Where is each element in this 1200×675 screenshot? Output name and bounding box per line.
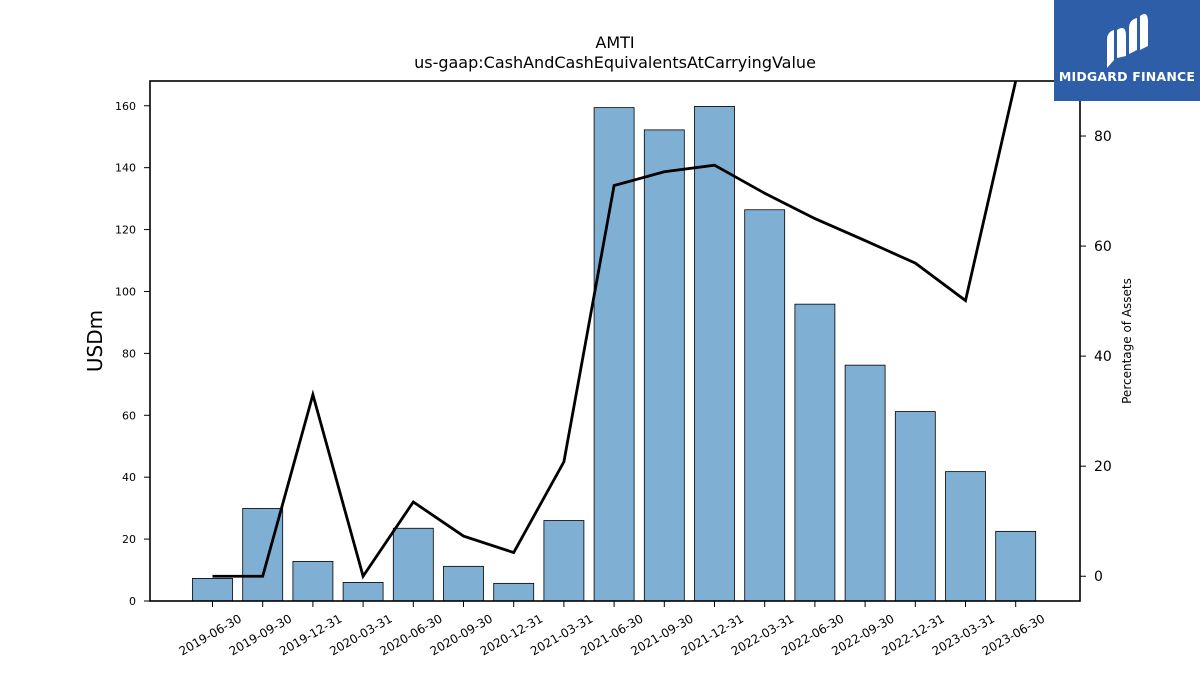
bar (192, 578, 233, 602)
logo-mark-icon (1107, 14, 1148, 68)
chart-title: AMTI (595, 33, 634, 52)
bar (744, 209, 786, 602)
y-tick-label: 0 (129, 595, 136, 608)
bar (342, 582, 384, 602)
line-series (212, 80, 1018, 580)
y-axis-label: USDm (83, 310, 107, 372)
bar (493, 582, 535, 602)
y2-tick-label: 80 (1094, 129, 1112, 145)
y-tick-label: 140 (115, 162, 136, 175)
y-tick-label: 60 (122, 409, 136, 422)
bar (392, 527, 434, 602)
y-tick-label: 80 (122, 347, 136, 360)
y2-tick-label: 40 (1094, 349, 1112, 365)
y-tick-label: 120 (115, 224, 136, 237)
bar (794, 303, 836, 602)
bar (643, 129, 685, 602)
bar (995, 530, 1037, 602)
line-group (212, 80, 1018, 580)
y2-axis: 0 20 40 60 80 (1080, 129, 1112, 585)
bar (694, 105, 735, 602)
y2-axis-label: Percentage of Assets (1120, 278, 1134, 404)
x-axis: 2019-06-302019-09-302019-12-312020-03-31… (177, 601, 1047, 658)
y-axis: 0 20 40 60 80 100 120 140 160 (115, 100, 150, 608)
bar-group (192, 105, 1037, 602)
y-tick-label: 40 (122, 471, 136, 484)
bar (894, 411, 936, 602)
brand-logo: MIDGARD FINANCE (1054, 0, 1200, 101)
y-tick-label: 20 (122, 533, 136, 546)
y2-tick-label: 0 (1094, 569, 1103, 585)
chart-subtitle: us-gaap:CashAndCashEquivalentsAtCarrying… (414, 53, 816, 72)
bar (292, 560, 334, 602)
y-tick-label: 100 (115, 285, 136, 298)
bar (443, 565, 484, 602)
y-tick-label: 160 (115, 100, 136, 113)
bar (543, 520, 585, 602)
bar (945, 471, 986, 602)
y2-tick-label: 20 (1094, 459, 1112, 475)
y2-tick-label: 60 (1094, 239, 1112, 255)
plot-frame (149, 80, 1081, 602)
bar (844, 364, 886, 602)
logo-text: MIDGARD FINANCE (1058, 69, 1196, 84)
